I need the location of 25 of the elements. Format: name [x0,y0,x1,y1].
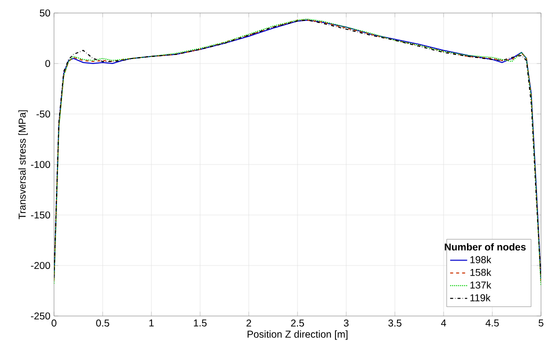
x-tick-label: 5 [538,320,544,326]
y-tick-label: -100 [30,160,50,168]
y-tick-label: -250 [30,312,50,320]
legend-label: 137k [470,281,492,289]
x-axis-title: Position Z direction [m] [248,330,348,340]
x-tick-label: 4 [441,320,446,326]
x-tick-label: 2.5 [291,320,304,327]
y-tick-label: -200 [30,262,50,270]
x-tick-label: 2 [246,320,252,326]
x-tick-label: 3.5 [388,320,402,327]
x-tick-label: 0.5 [96,320,110,327]
x-tick-label: 4.5 [486,320,499,326]
legend-label: 158k [470,268,492,276]
y-axis-title: Transversal stress [MPa] [18,110,28,220]
legend-label: 198k [470,256,492,264]
y-tick-label: -50 [36,110,50,118]
y-tick-label: 0 [45,60,50,68]
x-tick-label: 1 [149,320,154,326]
x-tick-label: 3 [344,320,349,327]
y-tick-label: 50 [40,9,50,17]
x-tick-label: 1.5 [194,320,207,326]
y-tick-label: -150 [30,211,50,219]
legend-label: 119k [470,294,491,302]
x-tick-label: 0 [52,320,56,327]
legend-title: Number of nodes [444,243,526,251]
